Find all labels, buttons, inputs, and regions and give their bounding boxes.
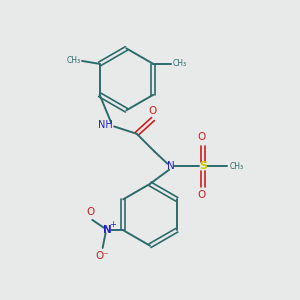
Text: CH₃: CH₃ [66,56,80,65]
Text: O: O [87,207,95,217]
Text: O: O [197,190,206,200]
Text: S: S [199,161,207,171]
Text: N: N [167,161,175,171]
Text: O: O [197,132,206,142]
Text: O⁻: O⁻ [96,251,110,261]
Text: N: N [103,225,111,235]
Text: CH₃: CH₃ [230,162,244,171]
Text: +: + [109,220,116,230]
Text: O: O [149,106,157,116]
Text: NH: NH [98,120,113,130]
Text: CH₃: CH₃ [172,59,187,68]
